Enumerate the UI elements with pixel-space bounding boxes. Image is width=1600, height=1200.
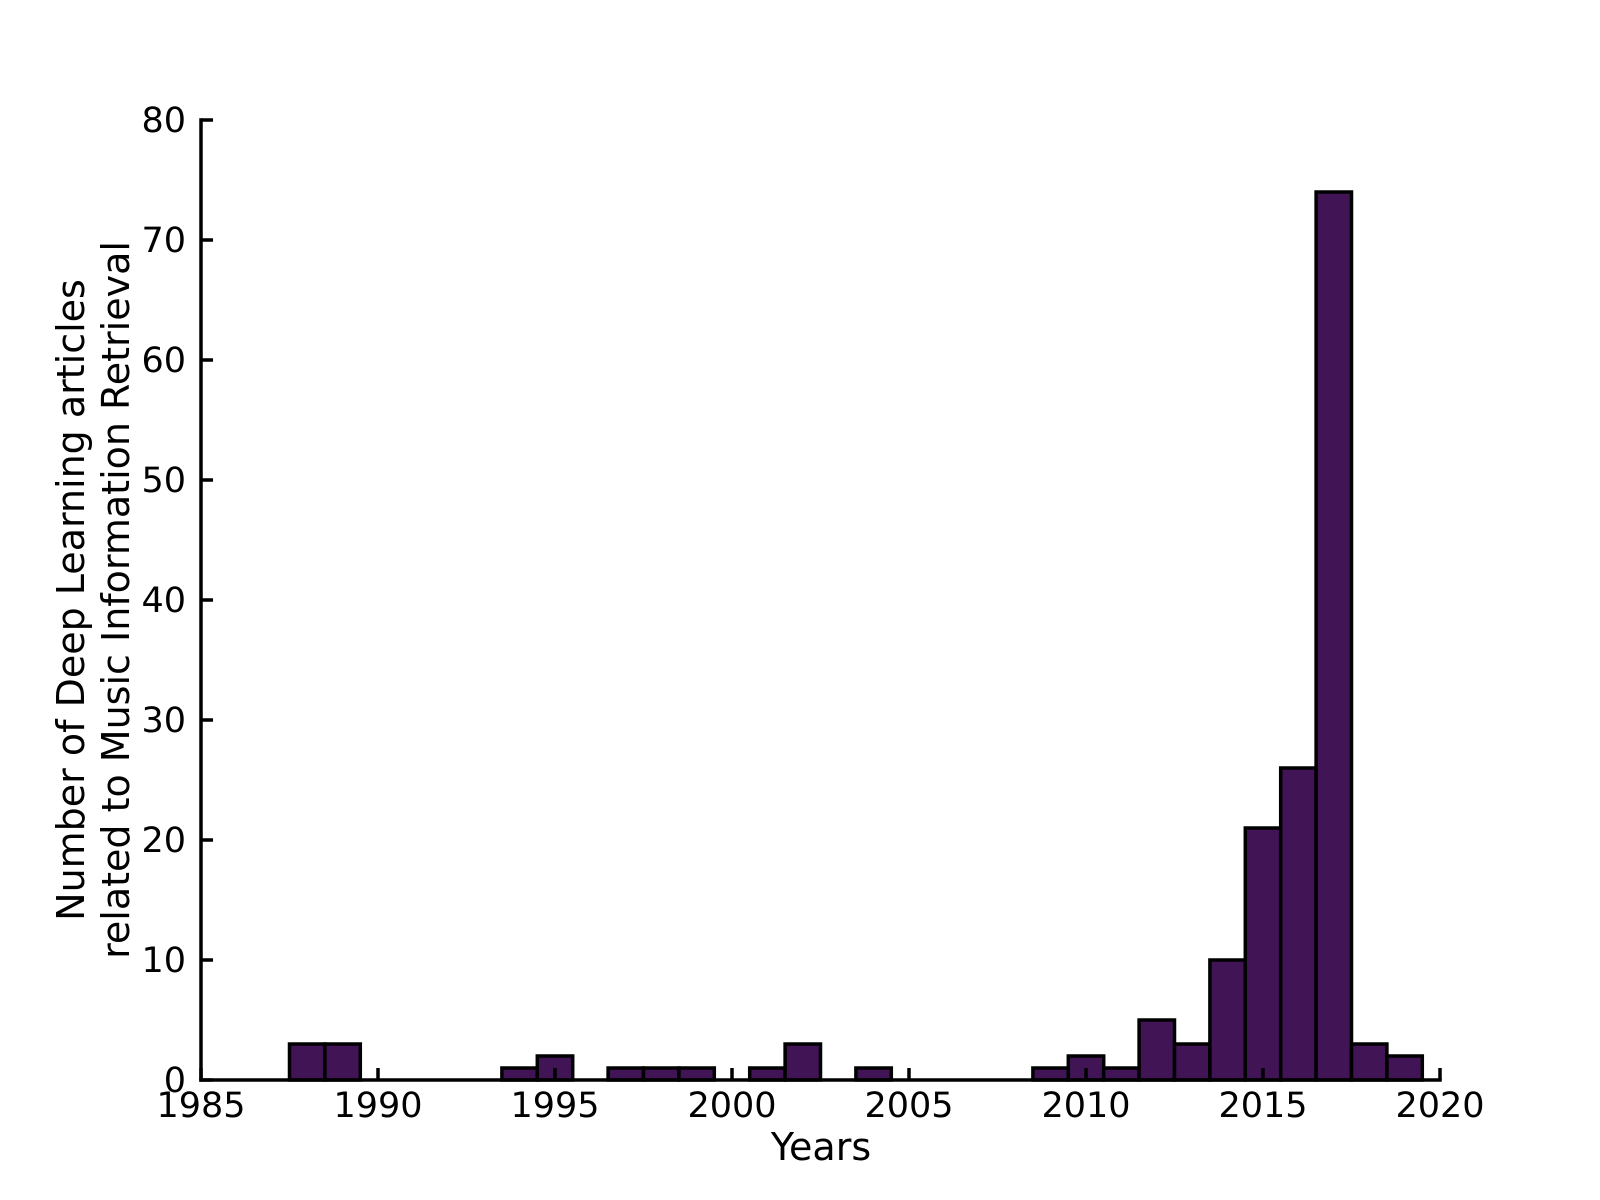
x-tick-label-1995: 1995 — [510, 1086, 599, 1126]
bar-2014 — [1208, 958, 1248, 1082]
bar-2015 — [1243, 826, 1283, 1082]
bar-2013 — [1172, 1042, 1212, 1082]
bar-2012 — [1137, 1018, 1177, 1082]
y-tick-label-10: 10 — [141, 941, 186, 981]
x-tick-label-1990: 1990 — [333, 1086, 422, 1126]
bar-2002 — [783, 1042, 823, 1082]
bars-group — [287, 190, 1425, 1082]
bar-2019 — [1385, 1054, 1425, 1082]
y-axis-label-line2: related to Music Information Retrieval — [94, 241, 138, 959]
bar-2004 — [854, 1066, 894, 1082]
bar-2011 — [1101, 1066, 1141, 1082]
x-tick-label-2000: 2000 — [687, 1086, 776, 1126]
x-tick-label-2010: 2010 — [1041, 1086, 1130, 1126]
bar-2018 — [1349, 1042, 1389, 1082]
bar-1997 — [606, 1066, 646, 1082]
y-tick-label-80: 80 — [141, 101, 186, 141]
bar-2016 — [1278, 766, 1318, 1082]
y-tick-label-0: 0 — [164, 1061, 186, 1101]
x-tick-label-2020: 2020 — [1395, 1086, 1484, 1126]
bar-2017 — [1314, 190, 1354, 1082]
y-tick-label-50: 50 — [141, 461, 186, 501]
bar-1988 — [287, 1042, 327, 1082]
bar-1998 — [641, 1066, 681, 1082]
bar-2009 — [1031, 1066, 1071, 1082]
y-tick-label-40: 40 — [141, 581, 186, 621]
bar-2001 — [747, 1066, 787, 1082]
bar-1994 — [500, 1066, 540, 1082]
x-tick-label-1985: 1985 — [156, 1086, 245, 1126]
y-tick-label-20: 20 — [141, 821, 186, 861]
y-tick-label-60: 60 — [141, 341, 186, 381]
y-tick-label-30: 30 — [141, 701, 186, 741]
y-tick-label-70: 70 — [141, 221, 186, 261]
y-axis-label-line1: Number of Deep Learning articles — [49, 279, 93, 921]
x-tick-label-2005: 2005 — [864, 1086, 953, 1126]
axes-group: 0 10 20 30 40 50 60 70 80 1985 1990 1995 2000 2005 201… — [141, 101, 1484, 1126]
x-axis-label: Years — [770, 1125, 871, 1169]
x-tick-label-2015: 2015 — [1218, 1086, 1307, 1126]
bar-1989 — [323, 1042, 363, 1082]
bar-1999 — [677, 1066, 717, 1082]
